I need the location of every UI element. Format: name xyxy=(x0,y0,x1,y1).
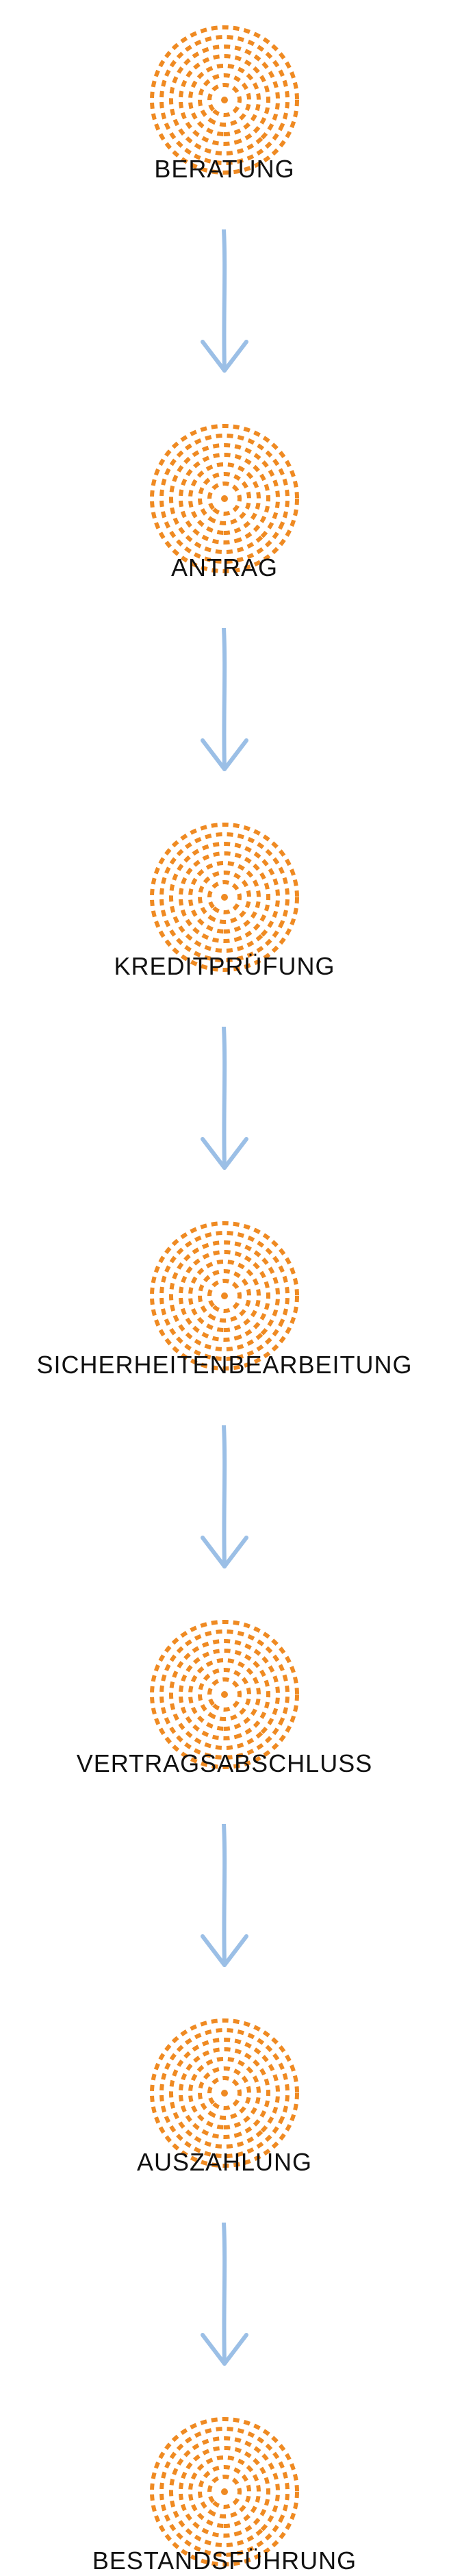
step-label: AUSZAHLUNG xyxy=(136,2148,313,2176)
circle-ring xyxy=(179,453,270,545)
arrow-head xyxy=(201,1137,248,1170)
circle-center-dot xyxy=(221,1292,228,1299)
down-arrow-icon xyxy=(201,1425,248,1568)
circle-ring xyxy=(198,1668,251,1721)
circle-center-dot xyxy=(221,97,228,103)
arrow-head xyxy=(201,1934,248,1967)
circle-ring xyxy=(198,871,251,924)
down-arrow-icon xyxy=(201,1027,248,1170)
dashed-concentric-circle-icon xyxy=(150,1620,299,1769)
circle-ring xyxy=(198,73,251,127)
circle-ring xyxy=(150,424,299,573)
circle-ring xyxy=(207,880,242,914)
dashed-concentric-circle-icon xyxy=(150,1221,299,1371)
circle-ring xyxy=(159,832,290,962)
dashed-concentric-circle-icon xyxy=(150,25,299,175)
circle-ring xyxy=(150,1221,299,1371)
circle-ring xyxy=(159,2028,290,2158)
circle-ring xyxy=(159,2427,290,2557)
circle-ring xyxy=(150,2018,299,2168)
circle-center-dot xyxy=(221,894,228,901)
step-label: BESTANDSFÜHRUNG xyxy=(92,2547,357,2575)
dashed-concentric-circle-icon xyxy=(150,2417,299,2566)
step-label: VERTRAGSABSCHLUSS xyxy=(76,1749,373,1777)
circle-ring xyxy=(179,54,270,146)
arrow-head xyxy=(201,340,248,373)
circle-center-dot xyxy=(221,1691,228,1698)
circle-ring xyxy=(150,2417,299,2566)
arrow-head xyxy=(201,1536,248,1568)
dashed-concentric-circle-icon xyxy=(150,424,299,573)
circle-ring xyxy=(207,1279,242,1313)
circle-ring xyxy=(179,851,270,943)
circle-ring xyxy=(150,25,299,175)
circle-ring xyxy=(169,1240,280,1351)
circle-ring xyxy=(169,842,280,953)
circle-ring xyxy=(198,2465,251,2518)
circle-center-dot xyxy=(221,2090,228,2097)
circle-center-dot xyxy=(221,495,228,502)
down-arrow-icon xyxy=(201,229,248,373)
dashed-concentric-circle-icon xyxy=(150,2018,299,2168)
down-arrow-icon xyxy=(201,628,248,771)
step-label: BERATUNG xyxy=(154,155,295,183)
circle-ring xyxy=(179,1250,270,1342)
dashed-concentric-circle-icon xyxy=(150,823,299,972)
circle-ring xyxy=(159,34,290,165)
arrow-head xyxy=(201,738,248,771)
circle-ring xyxy=(179,2446,270,2538)
circle-ring xyxy=(159,1231,290,1361)
circle-ring xyxy=(150,823,299,972)
circle-center-dot xyxy=(221,2488,228,2495)
circle-ring xyxy=(159,434,290,564)
circle-ring xyxy=(179,1649,270,1740)
down-arrow-icon xyxy=(201,1824,248,1967)
circle-ring xyxy=(179,2047,270,2139)
circle-ring xyxy=(159,1629,290,1760)
step-label: ANTRAG xyxy=(170,553,278,582)
circle-ring xyxy=(198,472,251,525)
down-arrow-icon xyxy=(201,2223,248,2366)
circle-ring xyxy=(150,1620,299,1769)
step-label: KREDITPRÜFUNG xyxy=(114,952,335,980)
circle-ring xyxy=(169,443,280,554)
step-label: SICHERHEITENBEARBEITUNG xyxy=(36,1351,413,1379)
circle-ring xyxy=(198,1269,251,1323)
circle-ring xyxy=(198,2066,251,2120)
arrow-head xyxy=(201,2333,248,2366)
circle-ring xyxy=(169,45,280,155)
circle-ring xyxy=(207,83,242,117)
